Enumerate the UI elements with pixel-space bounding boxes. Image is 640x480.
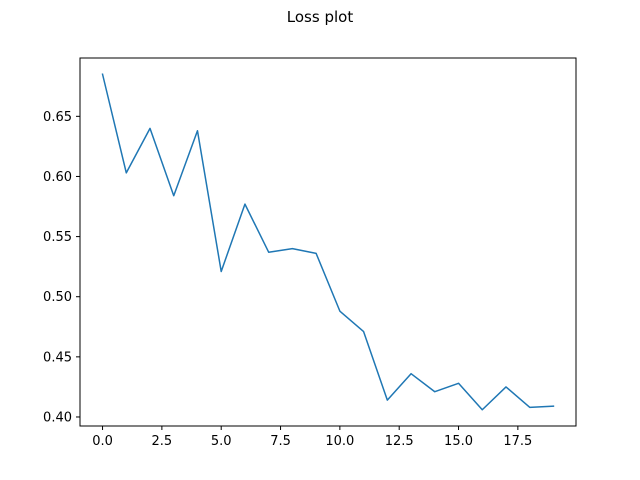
x-tick-label: 0.0: [92, 434, 113, 449]
y-tick-label: 0.45: [43, 350, 72, 365]
x-tick-label: 10.0: [325, 434, 354, 449]
y-tick-label: 0.50: [43, 290, 72, 305]
chart-title: Loss plot: [287, 8, 354, 26]
axes-frame: [79, 57, 577, 427]
series-layer: [101, 73, 555, 411]
y-tick-label: 0.55: [43, 230, 72, 245]
x-axis: 0.0 2.5 5.0 7.5 10.0 12.5 15.0 17.5: [92, 426, 532, 449]
x-tick-label: 15.0: [444, 434, 473, 449]
x-tick-label: 17.5: [503, 434, 532, 449]
x-tick-label: 12.5: [385, 434, 414, 449]
x-tick-label: 2.5: [152, 434, 173, 449]
loss-series-line: [101, 73, 555, 411]
x-tick-label: 7.5: [270, 434, 291, 449]
x-tick-label: 5.0: [211, 434, 232, 449]
y-tick-label: 0.65: [43, 110, 72, 125]
y-axis: 0.40 0.45 0.50 0.55 0.60 0.65: [43, 110, 80, 425]
y-tick-label: 0.40: [43, 410, 72, 425]
y-tick-label: 0.60: [43, 170, 72, 185]
